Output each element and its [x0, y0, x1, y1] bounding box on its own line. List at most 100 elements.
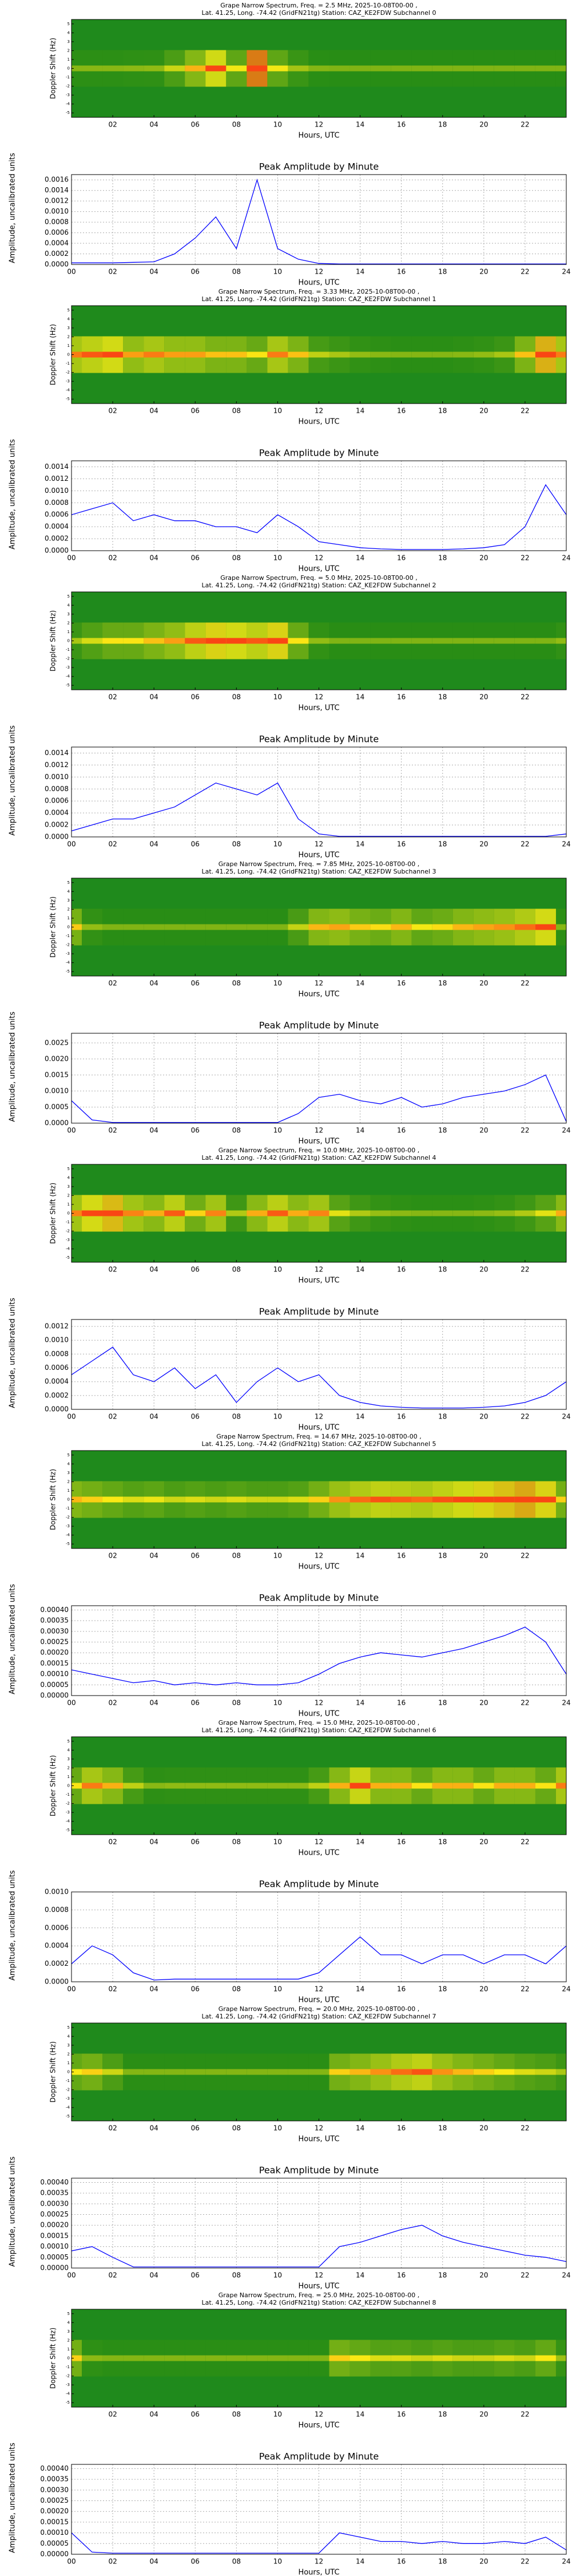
x-tick-label: 24 [562, 1699, 570, 1707]
spectrogram-carrier [288, 65, 309, 72]
x-tick-label: 18 [438, 268, 447, 276]
spectrogram-carrier [82, 351, 103, 358]
y-tick-label: 0.0002 [45, 535, 69, 543]
spectrogram-carrier [329, 638, 350, 644]
y-tick-label: 0.0012 [45, 1322, 69, 1330]
x-tick-label: 22 [521, 268, 529, 276]
x-axis-label: Hours, UTC [298, 990, 339, 999]
y-tick-label: 0.0025 [45, 1038, 69, 1046]
x-tick-label: 02 [108, 121, 117, 129]
y-axis-label: Amplitude, uncalibrated units [9, 2443, 17, 2553]
x-tick-label: 16 [397, 1838, 406, 1846]
y-tick-label: 0.00030 [40, 2486, 69, 2494]
x-tick-label: 12 [315, 1127, 323, 1135]
x-tick-label: 20 [479, 554, 488, 562]
y-tick-label: 0.0002 [45, 1391, 69, 1399]
spectrogram-carrier [349, 2355, 371, 2361]
chart-title: Peak Amplitude by Minute [259, 1593, 379, 1603]
spectrogram-carrier [288, 1496, 309, 1503]
y-axis-label: Doppler Shift (Hz) [49, 1183, 57, 1244]
x-tick-label: 24 [562, 840, 570, 848]
y-axis-label: Amplitude, uncalibrated units [9, 1870, 17, 1981]
chart-title: Grape Narrow Spectrum, Freq. = 25.0 MHz,… [219, 2291, 420, 2299]
y-tick-label: 5 [67, 2025, 70, 2030]
y-tick-label: 0.0008 [45, 1906, 69, 1914]
y-tick-label: 1 [67, 57, 70, 62]
spectrogram-carrier [82, 65, 103, 72]
x-tick-label: 06 [191, 268, 200, 276]
y-tick-label: 0.0020 [45, 1054, 69, 1062]
x-tick-label: 02 [108, 1699, 117, 1707]
x-tick-label: 22 [521, 1552, 529, 1560]
x-tick-label: 06 [191, 693, 200, 701]
y-tick-label: 5 [67, 880, 70, 885]
spectrogram-carrier [164, 1496, 185, 1503]
spectrogram-carrier [452, 65, 474, 72]
x-tick-label: 14 [356, 121, 364, 129]
spectrogram-carrier [226, 2069, 247, 2075]
spectrogram-carrier [288, 351, 309, 358]
x-tick-label: 00 [67, 1985, 76, 1993]
y-tick-label: -2 [66, 2088, 70, 2092]
x-tick-label: 10 [273, 1699, 282, 1707]
y-tick-label: 1 [67, 2061, 70, 2065]
spectrogram-carrier [102, 1210, 124, 1216]
spectrogram-carrier [555, 351, 566, 358]
y-tick-label: 1 [67, 2347, 70, 2352]
x-tick-label: 04 [150, 1838, 158, 1846]
spectrogram-carrier [123, 1496, 144, 1503]
spectrogram-carrier [82, 638, 103, 644]
spectrogram-carrier [72, 924, 82, 930]
spectrogram-carrier [185, 2355, 206, 2361]
chart-subtitle: Lat. 41.25, Long. -74.42 (GridFN21tg) St… [201, 868, 436, 875]
x-tick-label: 08 [232, 2271, 241, 2279]
y-tick-label: 4 [67, 2034, 70, 2038]
x-tick-label: 16 [397, 840, 406, 848]
x-tick-label: 12 [315, 268, 323, 276]
x-tick-label: 12 [315, 693, 323, 701]
spectrogram-carrier [72, 351, 82, 358]
x-tick-label: 24 [562, 1127, 570, 1135]
spectrogram-carrier [514, 2069, 535, 2075]
x-axis-label: Hours, UTC [298, 2282, 339, 2291]
x-tick-label: 06 [191, 840, 200, 848]
x-tick-label: 06 [191, 2271, 200, 2279]
x-tick-label: 06 [191, 2124, 200, 2132]
y-tick-label: 1 [67, 343, 70, 348]
x-tick-label: 10 [273, 121, 282, 129]
y-tick-label: 1 [67, 1775, 70, 1779]
y-tick-label: -5 [66, 1542, 70, 1546]
x-tick-label: 04 [150, 1413, 158, 1421]
spectrogram-carrier [514, 1496, 535, 1503]
y-tick-label: -2 [66, 1515, 70, 1520]
y-tick-label: 0.00035 [40, 2475, 69, 2483]
y-tick-label: -5 [66, 397, 70, 401]
spectrogram-carrier [432, 1210, 453, 1216]
y-tick-label: 0.0004 [45, 809, 69, 817]
x-tick-label: 08 [232, 1699, 241, 1707]
x-tick-label: 14 [356, 268, 364, 276]
spectrogram-carrier [391, 924, 412, 930]
spectrogram-carrier [267, 65, 288, 72]
amplitude-line [71, 2225, 567, 2267]
spectrogram-carrier [308, 1496, 329, 1503]
spectrogram-carrier [102, 2355, 124, 2361]
spectrogram-carrier [72, 1210, 82, 1216]
amplitude-line [71, 782, 567, 837]
spectrogram-carrier [473, 65, 494, 72]
spectrogram-carrier [102, 2069, 124, 2075]
x-tick-label: 04 [150, 1127, 158, 1135]
y-axis-label: Doppler Shift (Hz) [49, 2328, 57, 2389]
x-axis-label: Hours, UTC [298, 1849, 339, 1858]
y-tick-label: 0.0000 [45, 833, 69, 841]
spectrogram-carrier [494, 2069, 515, 2075]
x-tick-label: 08 [232, 1985, 241, 1993]
spectrogram-carrier [144, 1210, 165, 1216]
y-tick-label: -2 [66, 943, 70, 947]
x-tick-label: 00 [67, 1413, 76, 1421]
x-axis-label: Hours, UTC [298, 132, 339, 140]
spectrogram-carrier [247, 1783, 268, 1789]
x-tick-label: 14 [356, 554, 364, 562]
spectrogram-carrier [329, 2069, 350, 2075]
